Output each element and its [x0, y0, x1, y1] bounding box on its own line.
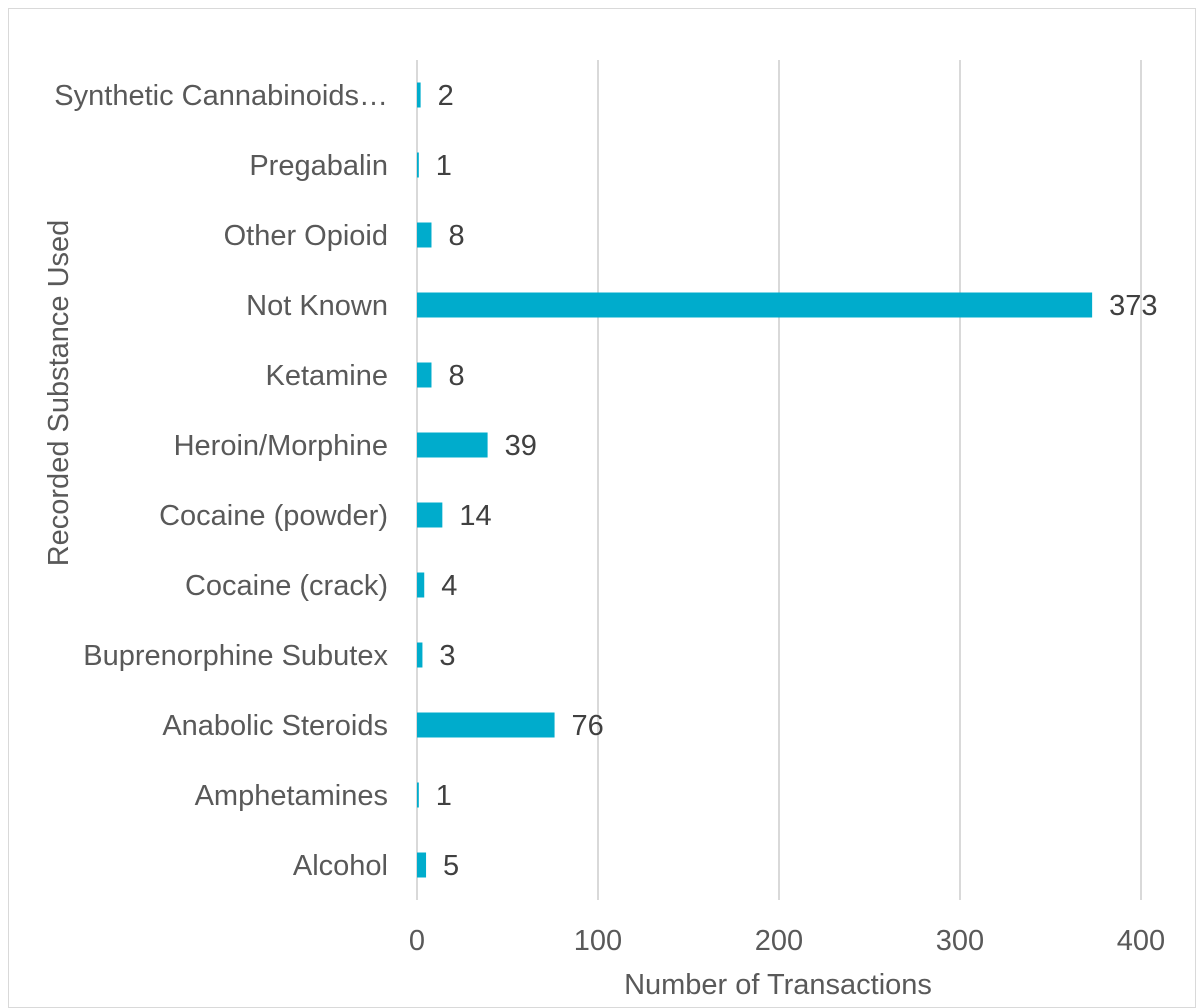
- category-label: Pregabalin: [249, 150, 388, 182]
- x-tick-label: 100: [574, 925, 622, 957]
- category-label: Cocaine (powder): [159, 500, 388, 532]
- x-tick-labels: 0 100 200 300 400: [409, 925, 1165, 957]
- data-label: 5: [443, 850, 459, 882]
- data-label: 39: [505, 430, 537, 462]
- chart-frame: [8, 8, 1196, 1008]
- bar: [417, 222, 432, 248]
- bar: [417, 292, 1093, 318]
- category-label: Buprenorphine Subutex: [83, 640, 388, 672]
- category-label: Alcohol: [293, 850, 388, 882]
- data-label: 8: [448, 360, 464, 392]
- bar: [417, 152, 419, 178]
- bar: [417, 782, 419, 808]
- y-axis-title: Recorded Substance Used: [43, 220, 75, 567]
- x-axis-title: Number of Transactions: [624, 969, 932, 1001]
- category-label: Amphetamines: [195, 780, 388, 812]
- bars: [417, 82, 1093, 878]
- x-tick-label: 200: [755, 925, 803, 957]
- category-label: Not Known: [246, 290, 388, 322]
- bar: [417, 642, 423, 668]
- data-labels: 5 1 76 3 4 14 39 8 373 8 1 2: [436, 80, 1158, 882]
- bar: [417, 712, 555, 738]
- x-tick-label: 400: [1117, 925, 1165, 957]
- category-label: Synthetic Cannabinoids…: [54, 80, 388, 112]
- bar: [417, 432, 488, 458]
- bar: [417, 362, 432, 388]
- data-label: 1: [436, 780, 452, 812]
- bar: [417, 572, 425, 598]
- category-label: Other Opioid: [224, 220, 388, 252]
- data-label: 373: [1109, 290, 1157, 322]
- gridlines: [416, 60, 1142, 900]
- bar: [417, 502, 443, 528]
- bar: [417, 852, 427, 878]
- category-labels: Alcohol Amphetamines Anabolic Steroids Bupr…: [54, 80, 388, 882]
- data-label: 4: [441, 570, 457, 602]
- data-label: 2: [438, 80, 454, 112]
- data-label: 1: [436, 150, 452, 182]
- category-label: Anabolic Steroids: [162, 710, 388, 742]
- category-label: Cocaine (crack): [185, 570, 388, 602]
- category-label: Ketamine: [265, 360, 388, 392]
- x-tick-label: 300: [936, 925, 984, 957]
- x-tick-label: 0: [409, 925, 425, 957]
- data-label: 3: [439, 640, 455, 672]
- data-label: 8: [448, 220, 464, 252]
- category-label: Heroin/Morphine: [174, 430, 388, 462]
- data-label: 76: [572, 710, 604, 742]
- bar: [417, 82, 421, 108]
- data-label: 14: [459, 500, 491, 532]
